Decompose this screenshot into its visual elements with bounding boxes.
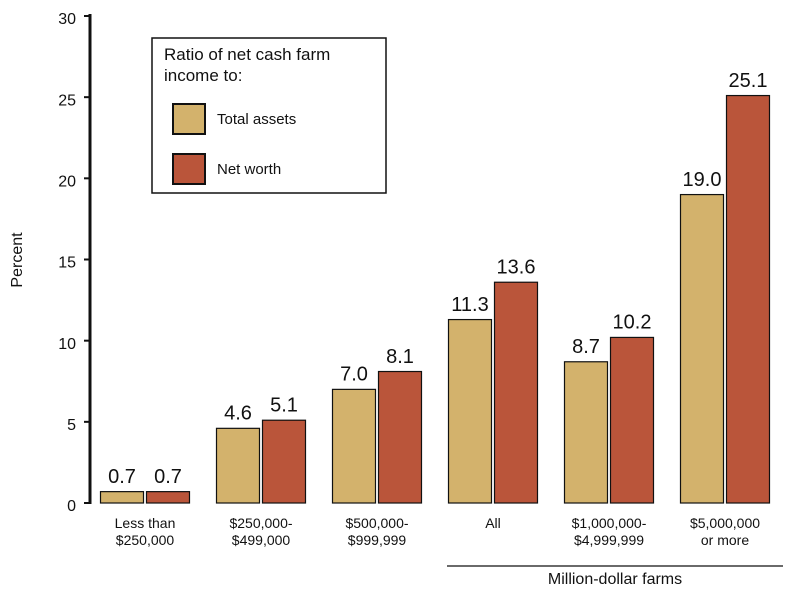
value-label: 7.0 [340,364,368,386]
bar [493,281,539,504]
bar [261,419,307,504]
x-tick-label: $5,000,000 or more [689,515,761,548]
y-tick-label: 15 [58,255,76,272]
y-tick-label: 10 [58,336,76,353]
bar [331,388,377,504]
bar [609,336,655,504]
y-tick-label: 0 [67,498,76,515]
value-label: 11.3 [451,294,488,316]
bar [99,491,145,504]
bar [377,370,423,504]
value-label: 8.1 [386,346,414,368]
bar [563,361,609,504]
value-label: 19.0 [683,169,722,191]
bar [145,491,191,504]
legend-swatch [172,103,206,135]
bar [725,94,771,504]
value-label: 25.1 [729,70,768,92]
x-tick-label: All [485,515,501,531]
legend-label: Net worth [217,161,281,178]
x-tick-label: $1,000,000- $4,999,999 [571,515,647,548]
value-label: 4.6 [224,403,252,425]
value-label: 0.7 [154,466,182,488]
y-tick-label: 5 [67,417,76,434]
annotation: Million-dollar farms [548,571,682,588]
x-tick-label: Less than $250,000 [114,515,176,548]
value-label: 0.7 [108,466,136,488]
x-tick-label: $250,000- $499,000 [229,515,293,548]
value-label: 8.7 [572,336,600,358]
y-tick-label: 30 [58,11,76,28]
bar [447,318,493,504]
legend-title: Ratio of net cash farm income to: [164,45,331,85]
x-tick-label: $500,000- $999,999 [345,515,409,548]
y-tick-label: 20 [58,174,76,191]
value-label: 13.6 [497,257,536,279]
bar [215,427,261,504]
value-label: 5.1 [270,394,298,416]
legend-swatch [172,153,206,185]
value-label: 10.2 [613,312,652,334]
y-axis-label: Percent [9,232,26,288]
legend-label: Total assets [217,111,296,128]
bar [679,193,725,504]
y-tick-label: 25 [58,92,76,109]
